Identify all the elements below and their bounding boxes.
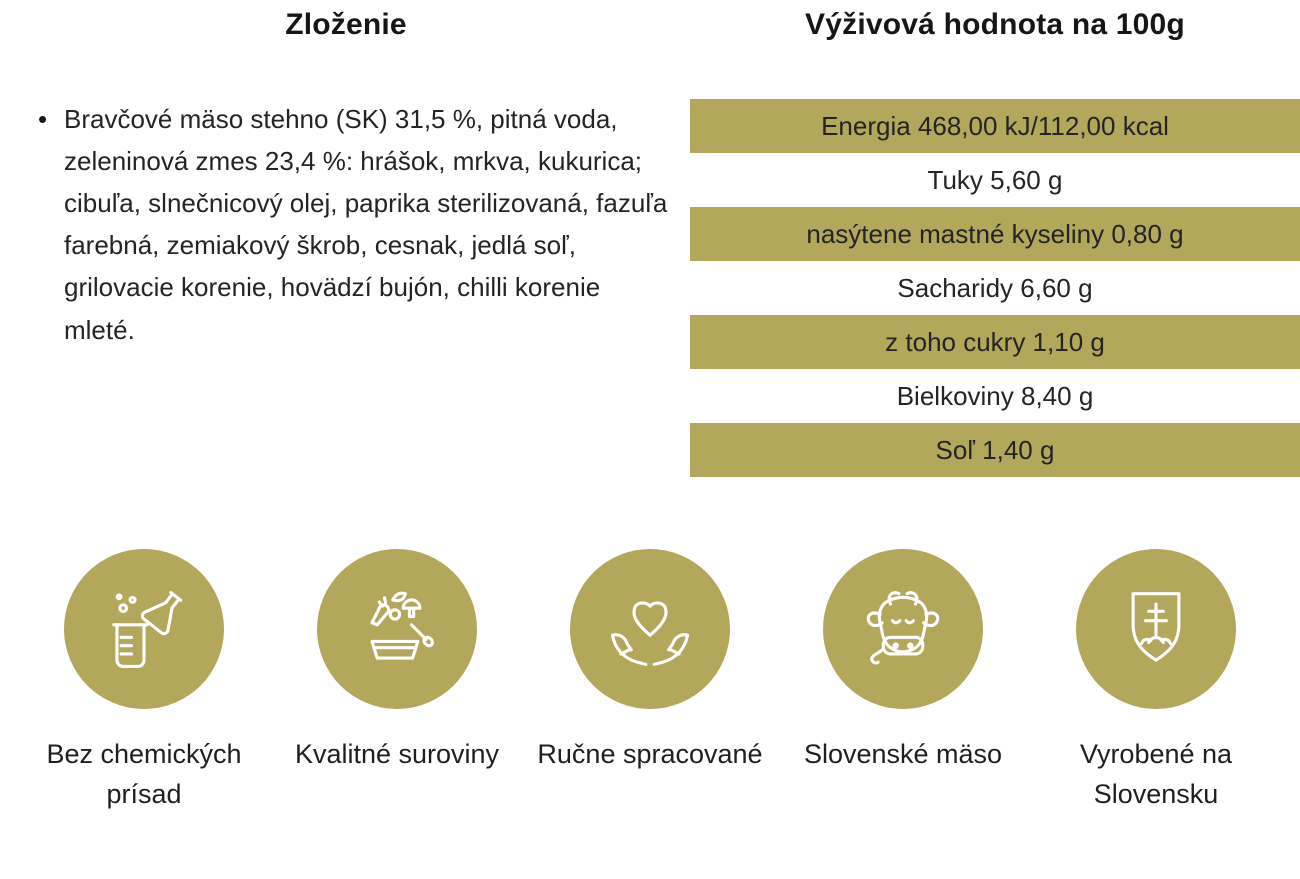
flask-icon <box>112 591 183 668</box>
badge-label: Vyrobené na Slovensku <box>1079 739 1233 809</box>
nutrition-row-sugars: z toho cukry 1,10 g <box>690 315 1300 369</box>
badge-handmade: Ručne spracované <box>524 549 776 815</box>
nutrition-row-protein: Bielkoviny 8,40 g <box>896 380 1094 411</box>
ingredients-column: Zloženie Bravčové mäso stehno (SK) 31,5 … <box>0 8 672 477</box>
badge-circle <box>64 549 224 709</box>
badge-made-in-slovakia: Vyrobené na Slovensku <box>1030 549 1282 815</box>
badges-row: Bez chemických prísad <box>0 549 1300 815</box>
badge-label: Slovenské mäso <box>803 739 1003 769</box>
ingredients-list: Bravčové mäso stehno (SK) 31,5 %, pitná … <box>20 98 672 351</box>
info-section: Zloženie Bravčové mäso stehno (SK) 31,5 … <box>0 0 1300 477</box>
vegetables-icon <box>370 591 434 660</box>
badge-label: Bez chemických prísad <box>46 739 242 809</box>
badge-circle <box>570 549 730 709</box>
hands-heart-icon <box>611 601 689 666</box>
ingredients-text: Bravčové mäso stehno (SK) 31,5 %, pitná … <box>38 98 672 351</box>
cow-icon <box>866 591 940 665</box>
badge-circle <box>823 549 983 709</box>
badge-no-chemicals: Bez chemických prísad <box>18 549 270 815</box>
slovak-emblem-icon <box>1131 592 1181 662</box>
badge-slovak-meat: Slovenské mäso <box>777 549 1029 815</box>
nutrition-row-fat: Tuky 5,60 g <box>927 164 1063 195</box>
nutrition-row-salt: Soľ 1,40 g <box>690 423 1300 477</box>
badge-circle <box>317 549 477 709</box>
nutrition-column: Výživová hodnota na 100g Energia 468,00 … <box>690 8 1300 477</box>
nutrition-table: Energia 468,00 kJ/112,00 kcal Tuky 5,60 … <box>690 99 1300 477</box>
badge-quality-ingredients: Kvalitné suroviny <box>271 549 523 815</box>
badge-circle <box>1076 549 1236 709</box>
nutrition-row-saturated-fat: nasýtene mastné kyseliny 0,80 g <box>690 207 1300 261</box>
ingredients-title: Zloženie <box>285 8 407 41</box>
nutrition-title: Výživová hodnota na 100g <box>805 8 1185 41</box>
badge-label: Ručne spracované <box>537 739 763 769</box>
nutrition-row-energy: Energia 468,00 kJ/112,00 kcal <box>690 99 1300 153</box>
badge-label: Kvalitné suroviny <box>294 739 500 769</box>
nutrition-row-carbs: Sacharidy 6,60 g <box>897 272 1093 303</box>
